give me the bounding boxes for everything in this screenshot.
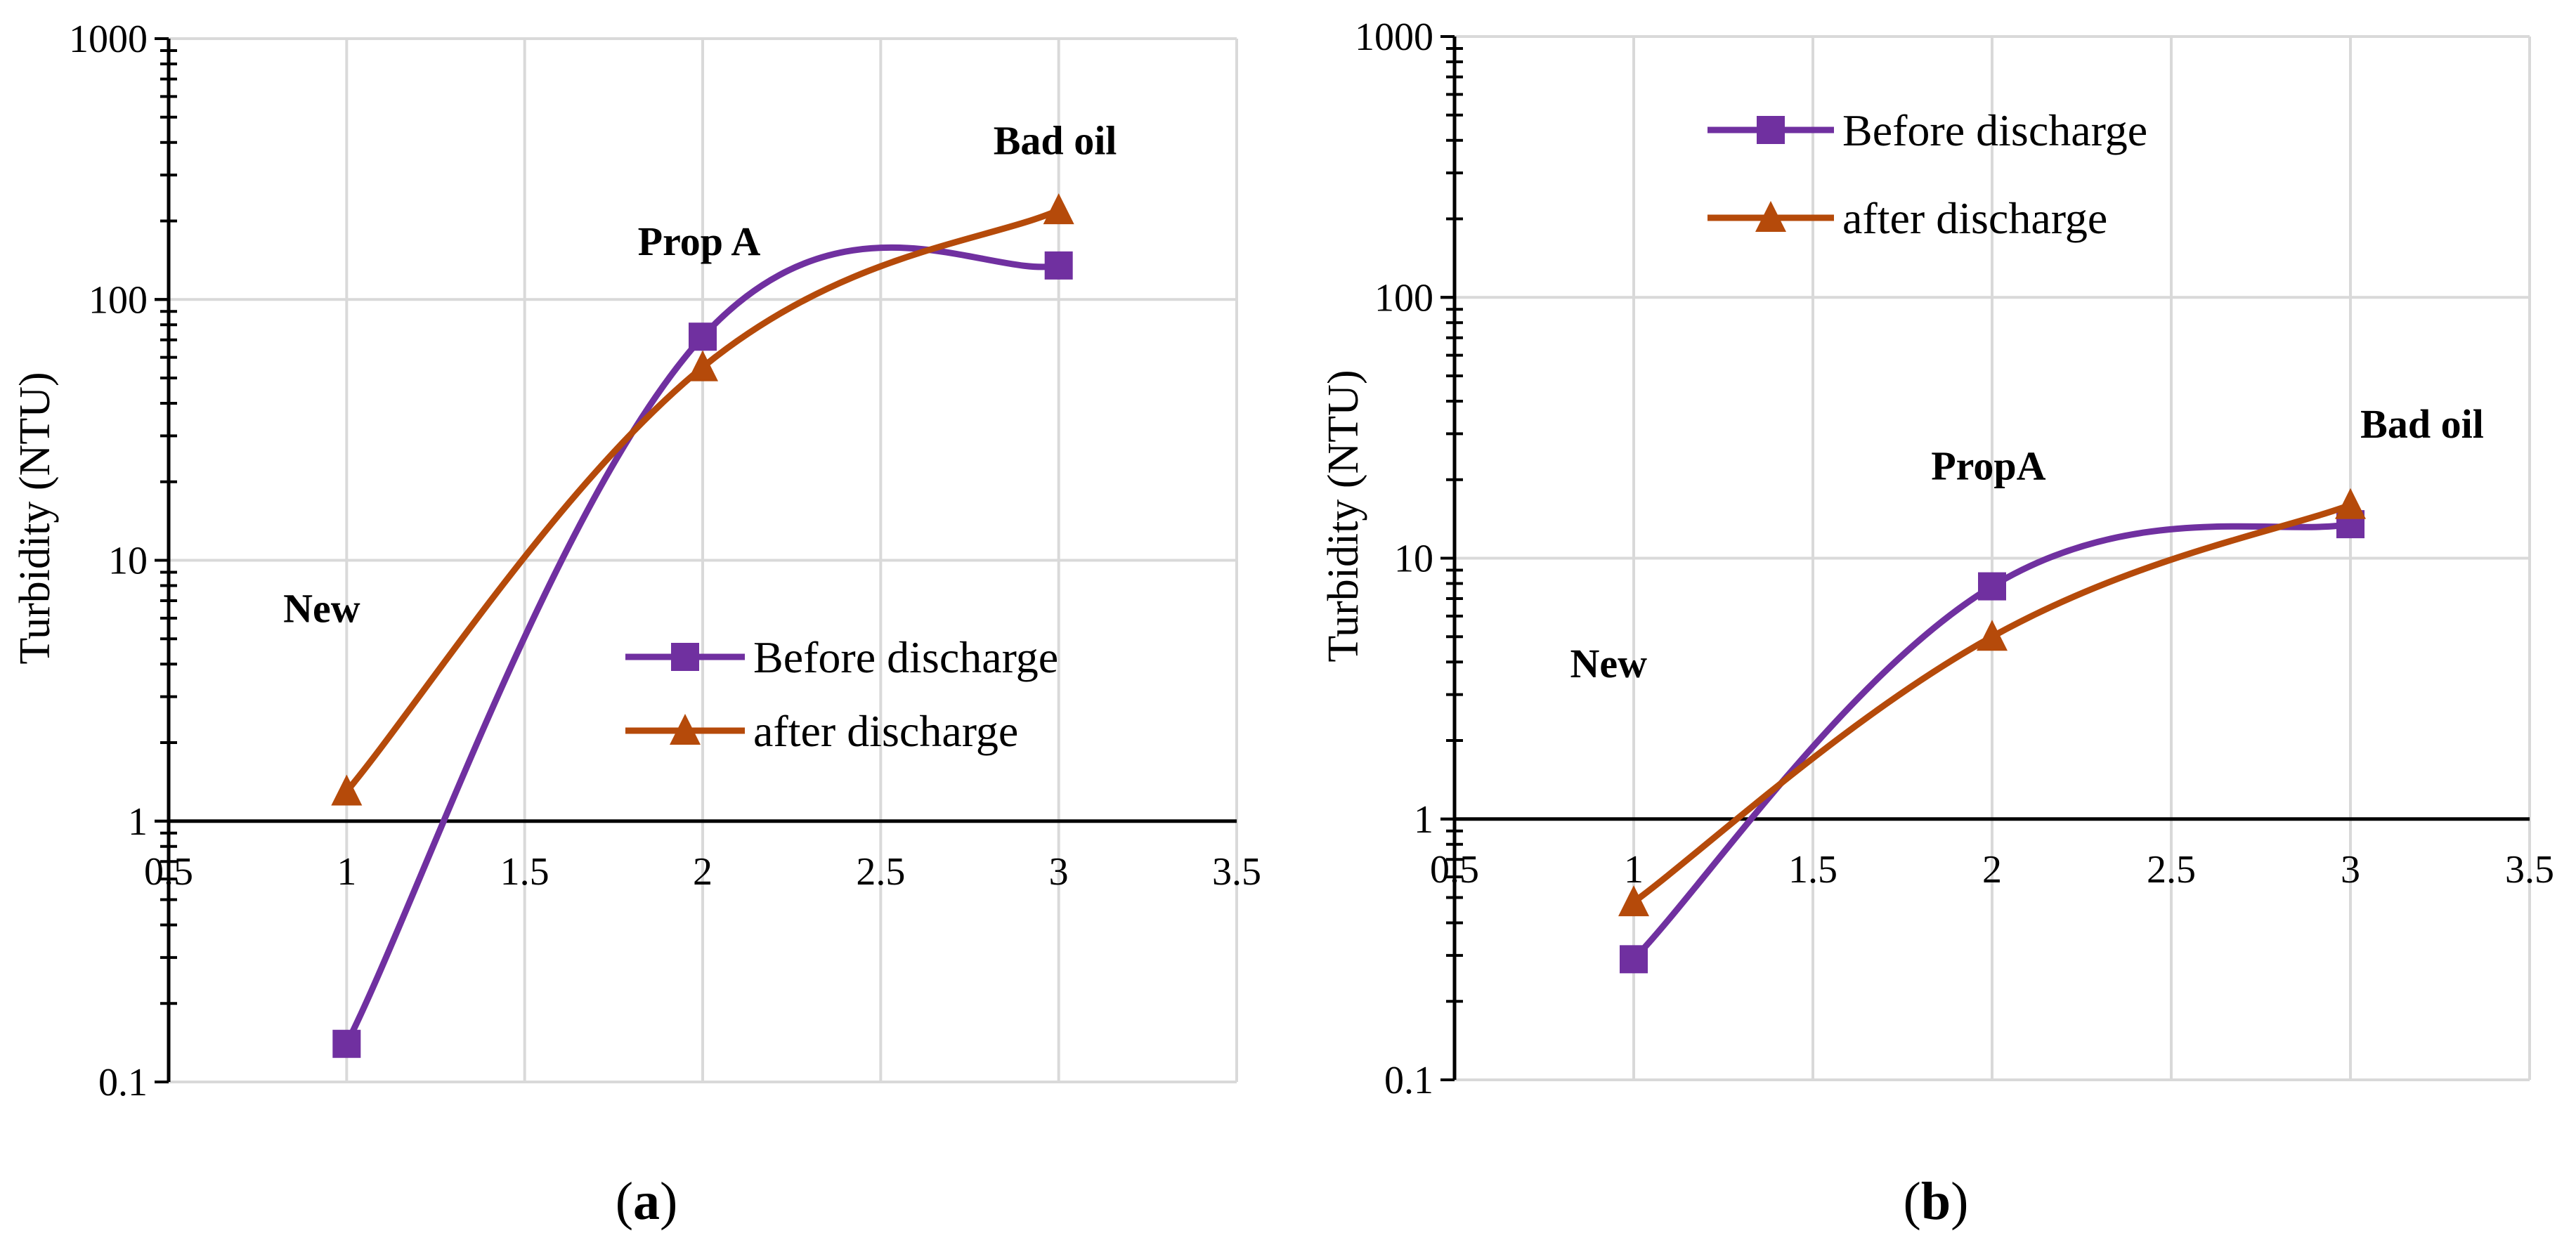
data-point-square: [689, 322, 717, 351]
data-point-triangle: [331, 774, 363, 806]
legend-marker-triangle: [670, 714, 701, 745]
data-point-triangle: [1977, 620, 2008, 651]
x-tick-label: 2: [693, 850, 713, 894]
legend-label: after discharge: [753, 706, 1018, 756]
x-tick-label: 2.5: [856, 850, 905, 894]
legend-marker-square: [671, 643, 699, 671]
x-tick-label: 1: [337, 850, 356, 894]
y-tick-label: 10: [108, 540, 148, 583]
x-tick-label: 1.5: [500, 850, 549, 894]
annotation-label: PropA: [1931, 443, 2045, 489]
panel-label: (b): [1904, 1172, 1969, 1231]
y-tick-label: 1: [128, 800, 148, 844]
y-tick-label: 1000: [1355, 15, 1433, 59]
data-point-square: [1620, 945, 1648, 974]
y-tick-label: 1000: [69, 18, 148, 61]
x-tick-label: 3: [1049, 850, 1069, 894]
annotation-label: Bad oil: [994, 118, 1117, 164]
y-tick-label: 100: [1374, 276, 1433, 320]
y-tick-label: 0.1: [1384, 1059, 1433, 1102]
y-tick-label: 1: [1414, 798, 1433, 842]
legend-label: Before discharge: [1842, 105, 2147, 155]
x-tick-label: 2.5: [2147, 848, 2196, 892]
y-tick-label: 100: [89, 278, 148, 322]
x-tick-label: 2: [1982, 848, 2002, 892]
data-point-triangle: [1043, 193, 1074, 225]
legend-marker-triangle: [1755, 201, 1786, 232]
x-tick-label: 1.5: [1788, 848, 1837, 892]
annotation-label: Prop A: [638, 218, 761, 264]
data-point-triangle: [1618, 885, 1649, 917]
series-line-1: [344, 244, 1060, 1045]
data-point-square: [1044, 251, 1073, 280]
chart-panel-a: 0.1 1 10 100 1000 0.5 1 1.5 2 2.5 3 3.5 Turbidity (N…: [11, 18, 1261, 1231]
x-tick-label: 3: [2341, 848, 2360, 892]
chart-panel-b: 0.1 1 10 100 1000 0.5 1 1.5 2 2.5 3 3.5 Turbidity (N…: [1320, 15, 2554, 1231]
legend-label: Before discharge: [753, 632, 1058, 682]
data-point-square: [332, 1029, 361, 1058]
series-line-2: [344, 207, 1060, 794]
legend-marker-square: [1757, 116, 1785, 144]
annotation-label: Bad oil: [2360, 401, 2484, 447]
x-tick-label: 0.5: [1430, 848, 1479, 892]
y-tick-label: 0.1: [98, 1061, 148, 1104]
x-tick-label: 0.5: [144, 850, 193, 894]
series-line-1: [1631, 521, 2351, 962]
y-axis-title: Turbidity (NTU): [11, 372, 59, 664]
x-tick-label: 3.5: [2505, 848, 2554, 892]
y-tick-label: 10: [1394, 537, 1433, 581]
x-tick-label: 1: [1624, 848, 1644, 892]
annotation-label: New: [283, 585, 360, 631]
x-tick-label: 3.5: [1212, 850, 1261, 894]
panel-label: (a): [616, 1172, 678, 1231]
data-point-square: [1978, 572, 2006, 601]
data-point-triangle: [2335, 488, 2366, 519]
y-axis-title: Turbidity (NTU): [1320, 370, 1367, 662]
legend-label: after discharge: [1842, 193, 2107, 243]
annotation-label: New: [1570, 641, 1648, 686]
data-point-triangle: [687, 350, 718, 381]
